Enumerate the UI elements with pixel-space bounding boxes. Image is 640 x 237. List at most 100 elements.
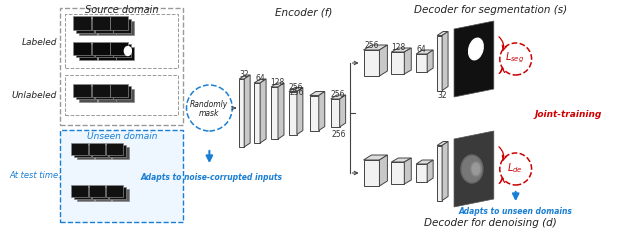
Bar [95,86,113,99]
Ellipse shape [461,155,483,183]
Polygon shape [310,91,324,96]
Bar [76,44,94,57]
Text: 256: 256 [364,41,379,50]
FancyBboxPatch shape [60,8,182,125]
Bar [98,46,116,59]
Text: 256: 256 [332,130,346,139]
Text: 32: 32 [240,70,250,79]
Polygon shape [254,79,266,83]
Polygon shape [416,50,433,54]
Bar [73,41,91,55]
Bar [92,187,108,199]
Polygon shape [437,146,442,201]
Bar [70,185,88,197]
Text: 64: 64 [417,45,427,54]
Polygon shape [271,87,278,139]
Polygon shape [427,50,433,72]
Polygon shape [239,79,244,147]
Text: $L_{seg}$: $L_{seg}$ [505,51,524,65]
Bar [116,46,134,59]
Bar [95,147,111,159]
Text: Source domain: Source domain [84,5,158,15]
Polygon shape [364,155,387,160]
Polygon shape [278,83,284,139]
Bar [113,189,129,201]
Polygon shape [340,95,346,127]
Polygon shape [364,45,387,50]
Text: Encoder (f): Encoder (f) [275,7,333,17]
Bar [95,189,111,201]
Text: 256: 256 [331,90,346,99]
Text: At test time:: At test time: [10,170,61,179]
Polygon shape [404,158,412,184]
Text: 256: 256 [290,88,304,97]
Polygon shape [380,45,387,76]
Polygon shape [392,52,404,74]
Bar [113,147,129,159]
Ellipse shape [468,38,483,60]
Bar [98,21,116,35]
Text: Adapts to noise-corrupted inputs: Adapts to noise-corrupted inputs [140,173,282,182]
Polygon shape [404,48,412,74]
Polygon shape [254,83,260,143]
Bar [70,143,88,155]
Bar [110,83,128,96]
Text: mask: mask [199,109,220,118]
Polygon shape [289,87,303,91]
Text: 128: 128 [390,43,405,52]
Bar [92,16,110,30]
Bar [110,41,128,55]
Polygon shape [437,36,442,91]
Polygon shape [271,83,284,87]
Polygon shape [364,50,380,76]
Polygon shape [392,48,412,52]
Ellipse shape [124,46,131,55]
FancyBboxPatch shape [65,75,177,115]
Polygon shape [244,75,250,147]
Polygon shape [437,141,448,146]
Text: $L_{de}$: $L_{de}$ [507,161,522,175]
Polygon shape [364,160,380,186]
Polygon shape [289,91,297,135]
FancyBboxPatch shape [60,130,182,222]
Polygon shape [297,87,303,135]
Circle shape [500,153,532,185]
Polygon shape [454,131,494,207]
Polygon shape [416,160,433,164]
Polygon shape [442,141,448,201]
Polygon shape [392,158,412,162]
Polygon shape [380,155,387,186]
Text: Unseen domain: Unseen domain [86,132,157,141]
Text: 64: 64 [255,74,265,83]
Polygon shape [331,95,346,99]
Bar [113,86,131,99]
Text: Decoder for denoising (d): Decoder for denoising (d) [424,218,557,228]
Text: Adapts to unseen domains: Adapts to unseen domains [459,207,573,216]
Polygon shape [427,160,433,182]
Polygon shape [416,54,427,72]
Bar [79,46,97,59]
Ellipse shape [471,162,481,176]
Bar [95,44,113,57]
Bar [79,21,97,35]
Bar [92,145,108,157]
Polygon shape [319,91,324,131]
Bar [76,86,94,99]
Text: 32: 32 [437,91,447,100]
Text: Decoder for segmentation (s): Decoder for segmentation (s) [414,5,568,15]
Text: 128: 128 [270,78,285,87]
Bar [109,145,126,157]
Bar [95,18,113,32]
Bar [116,21,134,35]
Text: Joint-training: Joint-training [534,109,602,118]
Polygon shape [310,96,319,131]
Bar [106,185,124,197]
Bar [74,145,90,157]
Bar [113,44,131,57]
Bar [73,16,91,30]
Bar [88,185,106,197]
Bar [77,147,93,159]
Bar [106,143,124,155]
Polygon shape [331,99,340,127]
Bar [88,143,106,155]
